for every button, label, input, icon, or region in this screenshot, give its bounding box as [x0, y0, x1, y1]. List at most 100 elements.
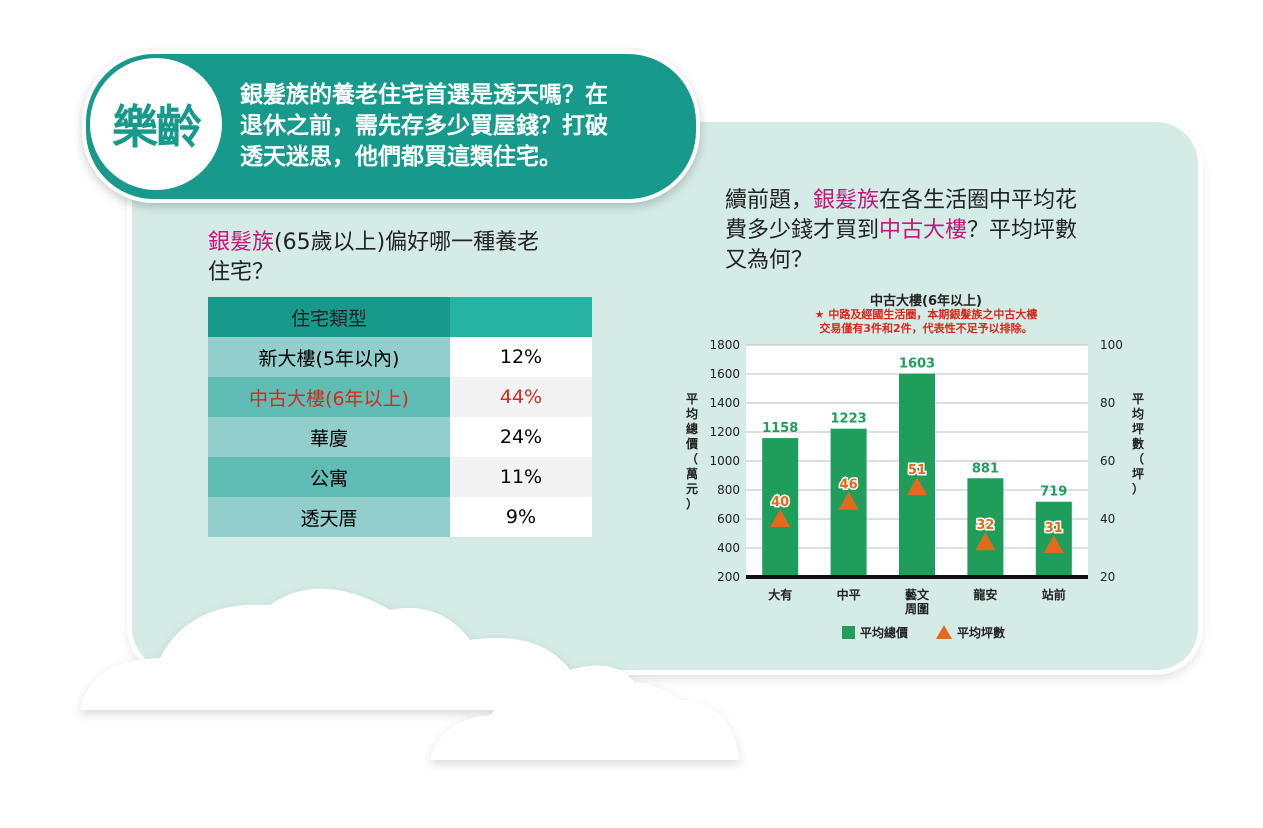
y-right-tick-label: 80	[1100, 396, 1115, 410]
q1-highlight: 銀髮族	[208, 230, 275, 255]
y-left-tick-label: 800	[717, 483, 740, 497]
q2-text: 在各生活圈中平均花	[879, 188, 1078, 213]
marker-value-label: 40	[771, 495, 789, 510]
bar-chart: 200 400 600 800 1000 1200 1400 1600 1800 20 40 60 80…	[685, 338, 1144, 640]
x-tick-label: 周圍	[905, 601, 929, 616]
q2-text: ？平均坪數	[967, 218, 1078, 243]
chart-note-line-1: 中路及經國生活圈，本期銀髮族之中古大樓	[828, 308, 1038, 321]
chart-note-line-2: 交易僅有3件和2件，代表性不足予以排除。	[819, 322, 1033, 335]
y-right-tick-label: 40	[1100, 512, 1115, 526]
chart-title: 中古大樓(6年以上)	[870, 294, 982, 309]
row-value: 24%	[450, 417, 592, 457]
marker-triangle	[838, 491, 859, 510]
y-left-tick-label: 600	[717, 512, 740, 526]
y-left-axis-label-char: 元	[686, 482, 698, 496]
y-left-tick-label: 400	[717, 541, 740, 555]
x-tick-label: 站前	[1042, 587, 1066, 602]
bar-value-label: 1158	[762, 421, 798, 436]
legend-label: 平均總價	[860, 625, 909, 640]
q2-text-line-3: 又為何？	[725, 248, 814, 273]
bar-value-label: 881	[972, 461, 999, 476]
y-left-tick-label: 1200	[709, 425, 740, 439]
table-row: 中古大樓(6年以上) 44%	[208, 377, 592, 417]
row-type: 中古大樓(6年以上)	[208, 377, 450, 417]
y-left-tick-label: 1600	[709, 367, 740, 381]
y-left-tick-label: 1800	[709, 338, 740, 352]
legend-label: 平均坪數	[957, 625, 1005, 640]
x-tick-label: 龍安	[973, 587, 997, 602]
bar-value-label: 1603	[899, 357, 935, 372]
marker-value-label: 51	[908, 463, 926, 478]
y-right-axis-label-char: 平	[1132, 392, 1144, 406]
star-icon: ★	[814, 308, 825, 321]
y-right-axis-label-char: ）	[1132, 481, 1144, 496]
y-left-axis-label-char: 平	[686, 392, 698, 406]
y-right-axis-label-char: 數	[1132, 436, 1144, 451]
row-type: 透天厝	[208, 497, 450, 537]
table-row: 透天厝 9%	[208, 497, 592, 537]
y-right-axis-label-char: 均	[1132, 406, 1144, 421]
row-value: 12%	[450, 337, 592, 377]
table-header-row: 住宅類型	[208, 297, 592, 337]
brand-text: 樂齡	[112, 100, 202, 154]
y-left-axis-label-char: 萬	[686, 466, 698, 481]
question-1: 銀髮族(65歲以上)偏好哪一種養老 住宅？	[208, 228, 588, 288]
marker-triangle	[975, 532, 996, 551]
headline-line-1: 銀髮族的養老住宅首選是透天嗎？在	[240, 82, 608, 108]
marker-triangle	[1043, 535, 1064, 554]
table-row: 公寓 11%	[208, 457, 592, 497]
y-left-axis-label-char: ）	[686, 496, 698, 511]
headline: 銀髮族的養老住宅首選是透天嗎？在 退休之前，需先存多少買屋錢？打破 透天迷思，他…	[240, 80, 660, 173]
y-right-tick-label: 20	[1100, 570, 1115, 584]
bar-value-label: 1223	[831, 412, 867, 427]
x-tick-label: 中平	[837, 587, 861, 602]
row-value: 11%	[450, 457, 592, 497]
row-type: 公寓	[208, 457, 450, 497]
marker-value-label: 32	[976, 518, 994, 533]
q1-text-line-2: 住宅？	[208, 260, 275, 285]
legend-marker-swatch	[936, 625, 952, 639]
y-left-axis-label-char: 總	[686, 421, 698, 436]
cloud-decoration	[80, 588, 740, 760]
table-row: 新大樓(5年以內) 12%	[208, 337, 592, 377]
y-right-tick-label: 60	[1100, 454, 1115, 468]
y-right-axis-label-char: 坪	[1132, 422, 1144, 436]
row-value: 9%	[450, 497, 592, 537]
row-value: 44%	[450, 377, 592, 417]
row-type: 新大樓(5年以內)	[208, 337, 450, 377]
y-left-axis-label-char: 價	[685, 436, 699, 451]
q2-highlight-2: 中古大樓	[879, 218, 968, 243]
legend-bar-swatch	[842, 626, 855, 639]
table-row: 華廈 24%	[208, 417, 592, 457]
housing-type-table: 住宅類型 新大樓(5年以內) 12% 中古大樓(6年以上) 44% 華廈 24%…	[208, 297, 592, 537]
y-right-axis-label-char: 坪	[1132, 467, 1144, 481]
q2-text: 費多少錢才買到	[725, 218, 880, 243]
row-type: 華廈	[208, 417, 450, 457]
bar	[899, 373, 935, 577]
headline-line-3: 透天迷思，他們都買這類住宅。	[240, 144, 562, 170]
y-left-tick-label: 1000	[709, 454, 740, 468]
brand-badge: 樂齡	[90, 58, 222, 190]
y-left-tick-label: 1400	[709, 396, 740, 410]
y-right-axis-label-char: （	[1132, 451, 1144, 466]
y-left-tick-label: 200	[717, 570, 740, 584]
bar	[762, 438, 799, 577]
marker-triangle	[770, 509, 791, 527]
x-tick-label: 大有	[768, 587, 792, 602]
marker-triangle	[907, 477, 927, 496]
y-right-tick-label: 100	[1100, 338, 1123, 352]
bar-value-label: 719	[1040, 485, 1067, 500]
headline-line-2: 退休之前，需先存多少買屋錢？打破	[240, 113, 608, 139]
q2-text: 續前題，	[725, 188, 814, 213]
table-header-value	[450, 297, 592, 337]
q2-highlight-1: 銀髮族	[813, 188, 880, 213]
table-header-type: 住宅類型	[208, 297, 450, 337]
marker-value-label: 46	[840, 478, 858, 493]
y-left-axis-label-char: （	[686, 451, 698, 466]
x-tick-label: 藝文	[905, 587, 930, 602]
bar	[967, 478, 1004, 577]
y-left-axis-label-char: 均	[686, 406, 698, 421]
marker-value-label: 31	[1045, 521, 1063, 536]
question-2: 續前題，銀髮族在各生活圈中平均花 費多少錢才買到中古大樓？平均坪數 又為何？	[725, 186, 1125, 276]
q1-text: (65歲以上)偏好哪一種養老	[274, 230, 540, 255]
